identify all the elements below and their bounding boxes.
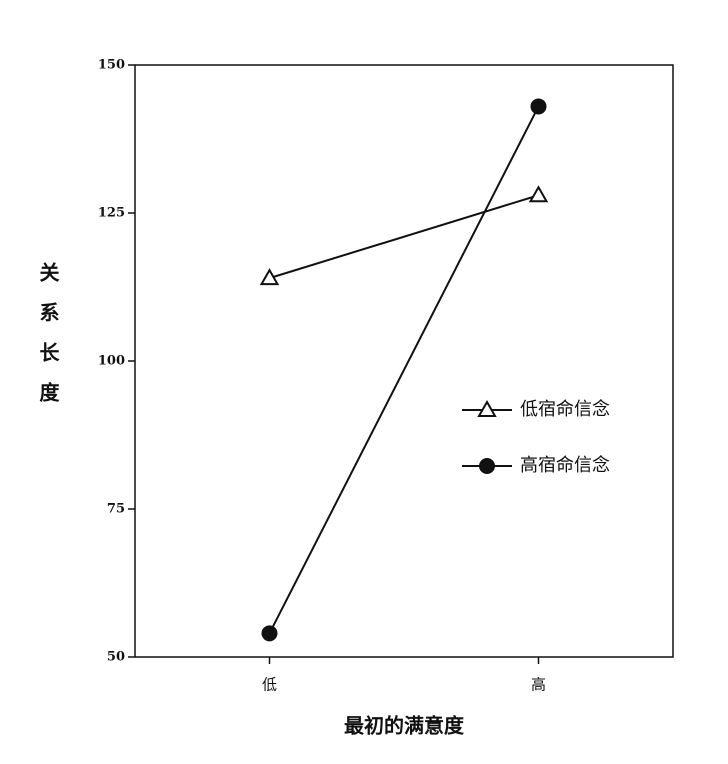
y-tick-label: 75 [107, 502, 125, 517]
y-tick-label: 150 [98, 58, 125, 73]
series-line [268, 105, 540, 634]
legend-label: 高宿命信念 [520, 454, 610, 476]
x-axis-title: 最初的满意度 [344, 714, 465, 738]
legend-label: 低宿命信念 [520, 398, 610, 420]
y-axis-title: 关系长度 [36, 261, 60, 422]
x-tick-label: 高 [531, 676, 546, 694]
series-line [269, 194, 539, 280]
y-tick-label: 100 [98, 354, 125, 369]
marker-triangle [528, 185, 549, 203]
plot-frame [134, 64, 674, 658]
x-tick-label: 低 [262, 676, 277, 694]
y-tick-label: 125 [98, 206, 125, 221]
y-tick-label: 50 [107, 650, 125, 665]
marker-circle [530, 98, 547, 115]
marker-triangle [259, 268, 280, 286]
legend-marker [477, 399, 497, 417]
marker-circle [261, 625, 278, 642]
legend-marker [479, 458, 495, 474]
